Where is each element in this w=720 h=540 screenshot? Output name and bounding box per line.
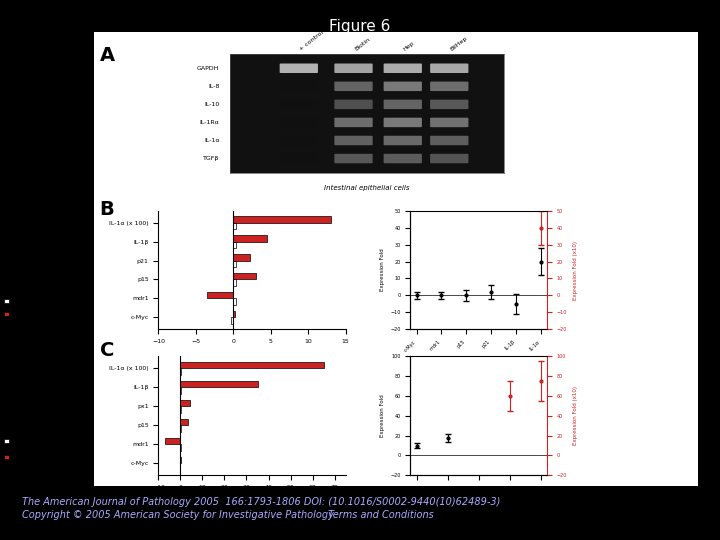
FancyBboxPatch shape: [430, 99, 469, 109]
Bar: [233, 310, 235, 318]
Text: C: C: [99, 341, 114, 360]
Text: IL-1Rα: IL-1Rα: [199, 120, 220, 125]
Legend: FVB normal control
(uninfected), mdr1⁻/⁻
(H. hep and H. bilis
infected): FVB normal control (uninfected), mdr1⁻/⁻…: [1, 433, 61, 467]
Text: Figure 6: Figure 6: [329, 19, 391, 34]
X-axis label: Fold change: Fold change: [231, 496, 273, 502]
FancyBboxPatch shape: [384, 154, 422, 163]
Y-axis label: Expression Fold: Expression Fold: [379, 248, 384, 292]
FancyBboxPatch shape: [384, 99, 422, 109]
Bar: [233, 273, 256, 280]
FancyBboxPatch shape: [384, 136, 422, 145]
Text: IL-8: IL-8: [208, 84, 220, 89]
FancyBboxPatch shape: [334, 136, 373, 145]
Bar: [233, 241, 235, 248]
Bar: [181, 400, 190, 406]
Bar: [233, 280, 235, 286]
Bar: [233, 235, 267, 241]
Text: Hep: Hep: [402, 40, 415, 52]
FancyBboxPatch shape: [334, 118, 373, 127]
Y-axis label: Expression Fold: Expression Fold: [379, 394, 384, 437]
FancyBboxPatch shape: [334, 82, 373, 91]
FancyBboxPatch shape: [384, 118, 422, 127]
FancyBboxPatch shape: [279, 64, 318, 73]
Text: GAPDH: GAPDH: [197, 66, 220, 71]
FancyBboxPatch shape: [430, 64, 469, 73]
FancyBboxPatch shape: [279, 99, 318, 109]
Text: Biotin: Biotin: [354, 37, 371, 52]
FancyBboxPatch shape: [430, 118, 469, 127]
Bar: [181, 418, 188, 426]
Text: Terms and Conditions: Terms and Conditions: [328, 510, 433, 521]
FancyBboxPatch shape: [430, 136, 469, 145]
Text: IL-1α: IL-1α: [204, 138, 220, 143]
FancyBboxPatch shape: [279, 82, 318, 91]
FancyBboxPatch shape: [279, 136, 318, 145]
Bar: [233, 254, 250, 260]
Text: The American Journal of Pathology 2005  166:1793-1806 DOI: (10.1016/S0002-9440(1: The American Journal of Pathology 2005 1…: [22, 497, 500, 507]
Bar: [181, 362, 323, 368]
FancyBboxPatch shape: [430, 154, 469, 163]
Text: TGFβ: TGFβ: [203, 156, 220, 161]
FancyBboxPatch shape: [334, 154, 373, 163]
Text: A: A: [99, 46, 114, 65]
FancyBboxPatch shape: [430, 82, 469, 91]
Bar: [207, 292, 233, 299]
Bar: [181, 381, 258, 387]
Text: Copyright © 2005 American Society for Investigative Pathology: Copyright © 2005 American Society for In…: [22, 510, 337, 521]
Y-axis label: Expression Fold (x10): Expression Fold (x10): [573, 240, 578, 300]
Text: BilHep: BilHep: [449, 35, 469, 52]
Text: B: B: [99, 200, 114, 219]
Bar: [233, 216, 330, 222]
Legend: FVB normal control
(uninfected), mdr1⁻/⁻
(uninfected): FVB normal control (uninfected), mdr1⁻/⁻…: [1, 293, 61, 321]
FancyBboxPatch shape: [384, 82, 422, 91]
Bar: [233, 299, 235, 305]
Y-axis label: Expression Fold (x10): Expression Fold (x10): [573, 386, 578, 445]
Bar: [233, 222, 235, 230]
FancyBboxPatch shape: [334, 99, 373, 109]
Text: Intestinal epithelial cells: Intestinal epithelial cells: [325, 185, 410, 191]
Bar: [233, 260, 235, 267]
FancyBboxPatch shape: [384, 64, 422, 73]
FancyBboxPatch shape: [279, 118, 318, 127]
Bar: [231, 318, 233, 324]
Text: IL-10: IL-10: [204, 102, 220, 107]
FancyBboxPatch shape: [279, 154, 318, 163]
Bar: [165, 437, 181, 444]
FancyBboxPatch shape: [334, 64, 373, 73]
Text: + control: + control: [299, 30, 325, 52]
